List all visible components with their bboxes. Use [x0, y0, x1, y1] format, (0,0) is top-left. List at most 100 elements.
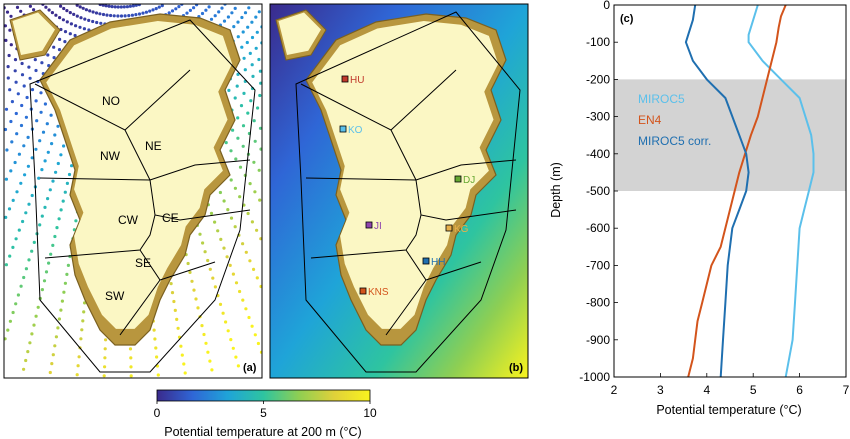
model-grid-dot — [167, 11, 171, 15]
model-grid-dot — [105, 13, 109, 17]
model-grid-dot — [44, 270, 49, 274]
model-grid-dot — [243, 68, 247, 72]
model-grid-dot — [235, 84, 239, 88]
model-grid-dot — [10, 100, 14, 104]
legend-entry-1: EN4 — [638, 113, 662, 127]
model-grid-dot — [51, 243, 55, 247]
colorbar: 0 5 10 Potential temperature at 200 m (°C) — [154, 389, 377, 439]
model-grid-dot — [259, 81, 262, 85]
model-grid-dot — [243, 11, 248, 15]
border-cw — [44, 214, 156, 259]
panel-a-region-borders — [29, 19, 256, 373]
model-grid-dot — [75, 373, 79, 377]
model-grid-dot — [232, 25, 236, 29]
site-label-hh: HH — [431, 257, 445, 268]
model-grid-dot — [53, 133, 57, 137]
model-grid-dot — [48, 370, 52, 375]
model-grid-dot — [248, 259, 252, 263]
model-grid-dot — [151, 8, 155, 12]
model-grid-dot — [208, 359, 212, 363]
model-grid-dot — [48, 188, 52, 192]
model-grid-dot — [28, 76, 32, 80]
model-grid-dot — [155, 355, 159, 359]
model-grid-dot — [156, 373, 160, 377]
model-grid-dot — [84, 8, 88, 12]
model-grid-dot — [153, 337, 157, 341]
model-grid-dot — [107, 4, 111, 8]
model-grid-dot — [238, 195, 242, 199]
model-grid-dot — [8, 254, 12, 258]
model-grid-dot — [200, 324, 204, 328]
model-grid-dot — [154, 346, 158, 350]
model-grid-dot — [245, 40, 249, 45]
model-grid-dot — [59, 4, 63, 8]
region-label-ne: NE — [145, 139, 162, 153]
colorbar-gradient — [156, 389, 371, 402]
model-grid-dot — [175, 317, 179, 321]
site-label-dj: DJ — [463, 175, 475, 186]
model-grid-dot — [27, 202, 31, 206]
model-grid-dot — [231, 346, 235, 350]
model-grid-dot — [238, 165, 243, 169]
model-grid-dot — [101, 4, 105, 7]
model-grid-dot — [253, 190, 257, 194]
model-grid-dot — [240, 15, 244, 20]
border-b-ce — [415, 179, 517, 221]
model-grid-dot — [116, 5, 120, 9]
model-grid-dot — [236, 116, 240, 120]
model-grid-dot — [13, 160, 17, 165]
site-marker-ko — [339, 125, 347, 133]
model-grid-dot — [211, 276, 215, 280]
model-grid-dot — [75, 14, 79, 18]
shaded-depth-band — [614, 79, 846, 191]
model-grid-dot — [195, 4, 199, 7]
model-grid-dot — [46, 197, 50, 201]
model-grid-dot — [52, 56, 56, 60]
model-grid-dot — [236, 364, 240, 368]
model-grid-dot — [40, 214, 44, 218]
model-grid-dot — [95, 20, 99, 25]
model-grid-dot — [226, 208, 230, 212]
model-grid-dot — [11, 310, 15, 315]
y-tick-label: -400 — [586, 147, 610, 161]
panel-a-map: NO NE NW CW CE SE SW — [4, 4, 262, 378]
model-grid-dot — [110, 5, 114, 9]
model-grid-dot — [25, 95, 29, 100]
model-grid-dot — [203, 250, 207, 254]
model-grid-dot — [14, 80, 18, 84]
model-grid-dot — [22, 144, 26, 148]
y-tick-label: -100 — [586, 35, 610, 49]
model-grid-dot — [63, 281, 67, 285]
model-grid-dot — [30, 249, 34, 253]
model-grid-dot — [57, 217, 61, 221]
colorbar-tick-label: 5 — [260, 406, 267, 420]
model-grid-dot — [222, 246, 226, 250]
model-grid-dot — [226, 15, 230, 19]
model-grid-dot — [59, 208, 63, 212]
model-grid-dot — [186, 261, 190, 266]
model-grid-dot — [75, 4, 79, 7]
model-grid-dot — [220, 6, 224, 10]
model-grid-dot — [50, 142, 54, 146]
model-grid-dot — [241, 124, 246, 128]
model-grid-dot — [14, 111, 18, 116]
model-grid-dot — [233, 225, 237, 229]
model-grid-dot — [170, 291, 175, 295]
y-axis-ticks: 0 -100 -200 -300 -400 -500 -600 -700 -800 -900 -10… — [579, 0, 618, 384]
region-label-cw: CW — [118, 213, 139, 227]
model-grid-dot — [70, 164, 74, 168]
model-grid-dot — [113, 5, 117, 9]
model-grid-dot — [234, 281, 239, 285]
model-grid-dot — [246, 211, 250, 216]
model-grid-dot — [252, 267, 256, 271]
model-grid-dot — [43, 102, 48, 106]
model-grid-dot — [20, 73, 25, 77]
x-tick-label: 5 — [750, 383, 757, 397]
series-line-0 — [747, 4, 815, 378]
model-grid-dot — [185, 11, 189, 15]
model-grid-dot — [53, 234, 57, 239]
model-grid-dot — [239, 104, 244, 108]
site-marker-ji — [365, 221, 373, 229]
model-grid-dot — [6, 328, 10, 332]
